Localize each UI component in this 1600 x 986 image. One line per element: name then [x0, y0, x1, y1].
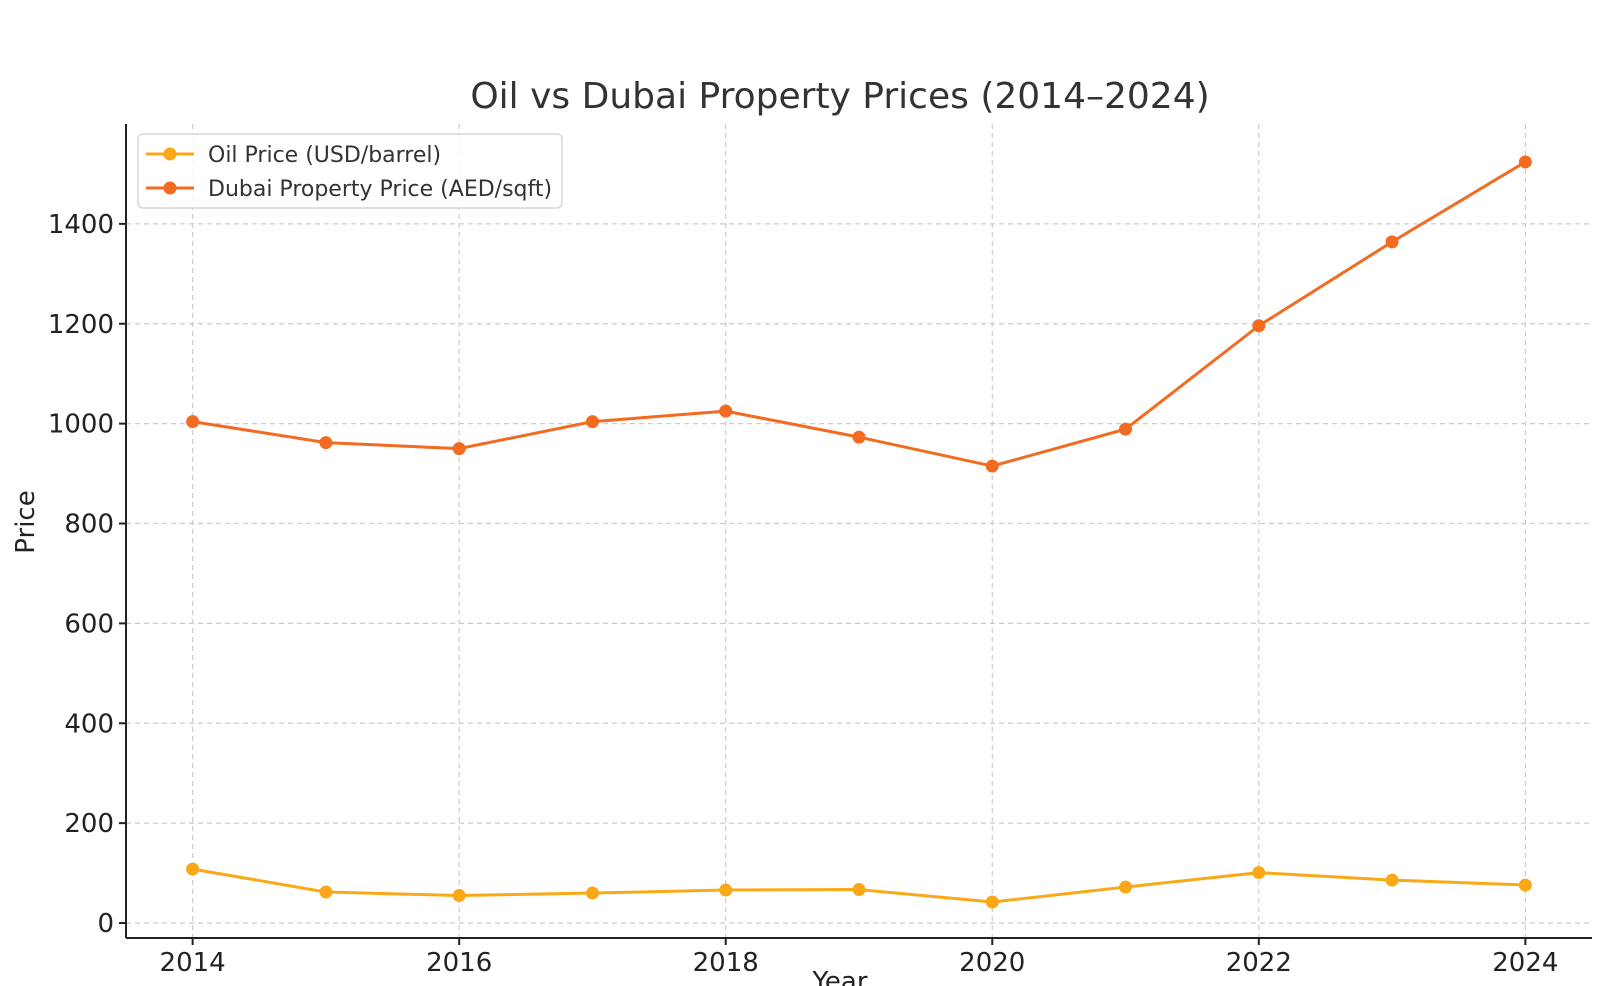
- data-point: [1119, 422, 1133, 436]
- legend-marker: [163, 181, 177, 195]
- legend-label: Dubai Property Price (AED/sqft): [208, 177, 552, 202]
- series-1: [186, 155, 1532, 473]
- x-tick-label: 2014: [160, 948, 226, 978]
- data-point: [852, 430, 866, 444]
- data-point: [1518, 155, 1532, 169]
- data-point: [452, 442, 466, 456]
- data-point: [719, 404, 733, 418]
- y-axis-label: Price: [11, 490, 41, 553]
- chart-title: Oil vs Dubai Property Prices (2014–2024): [470, 76, 1209, 117]
- data-point: [985, 459, 999, 473]
- legend: Oil Price (USD/barrel) Dubai Property Pri…: [137, 133, 563, 209]
- data-point: [319, 436, 333, 450]
- data-point: [719, 883, 733, 897]
- x-tick-label: 2020: [959, 948, 1025, 978]
- data-point: [585, 415, 599, 429]
- legend-box: [137, 133, 563, 209]
- y-tick-label: 600: [64, 609, 114, 639]
- y-tick-label: 1400: [48, 210, 114, 240]
- axes: [125, 124, 1592, 939]
- y-tick-label: 200: [64, 809, 114, 839]
- series-lines: [186, 155, 1532, 909]
- y-tick-label: 800: [64, 510, 114, 540]
- data-point: [1385, 235, 1399, 249]
- legend-label: Oil Price (USD/barrel): [208, 143, 441, 168]
- data-point: [186, 862, 200, 876]
- legend-marker: [163, 147, 177, 161]
- data-point: [319, 885, 333, 899]
- legend-item: Oil Price (USD/barrel): [146, 143, 441, 168]
- y-tick-label: 1000: [48, 410, 114, 440]
- data-point: [1119, 880, 1133, 894]
- y-tick-label: 0: [97, 909, 114, 939]
- data-point: [1385, 873, 1399, 887]
- data-point: [852, 883, 866, 897]
- legend-item: Dubai Property Price (AED/sqft): [146, 177, 552, 202]
- tick-labels: 2014 2016 2018 2020 2022 2024 0 200 400 600 800 100…: [48, 210, 1559, 978]
- x-tick-label: 2016: [426, 948, 492, 978]
- y-tick-label: 1200: [48, 310, 114, 340]
- grid: [126, 124, 1592, 938]
- data-point: [985, 895, 999, 909]
- x-tick-label: 2024: [1492, 948, 1558, 978]
- data-point: [186, 415, 200, 429]
- data-point: [1518, 878, 1532, 892]
- x-tick-label: 2018: [693, 948, 759, 978]
- data-point: [452, 889, 466, 903]
- data-point: [1252, 319, 1266, 333]
- data-point: [1252, 866, 1266, 880]
- y-tick-label: 400: [64, 709, 114, 739]
- x-axis-label: Year: [811, 967, 867, 986]
- series-0: [186, 862, 1532, 909]
- data-point: [585, 886, 599, 900]
- x-tick-label: 2022: [1226, 948, 1292, 978]
